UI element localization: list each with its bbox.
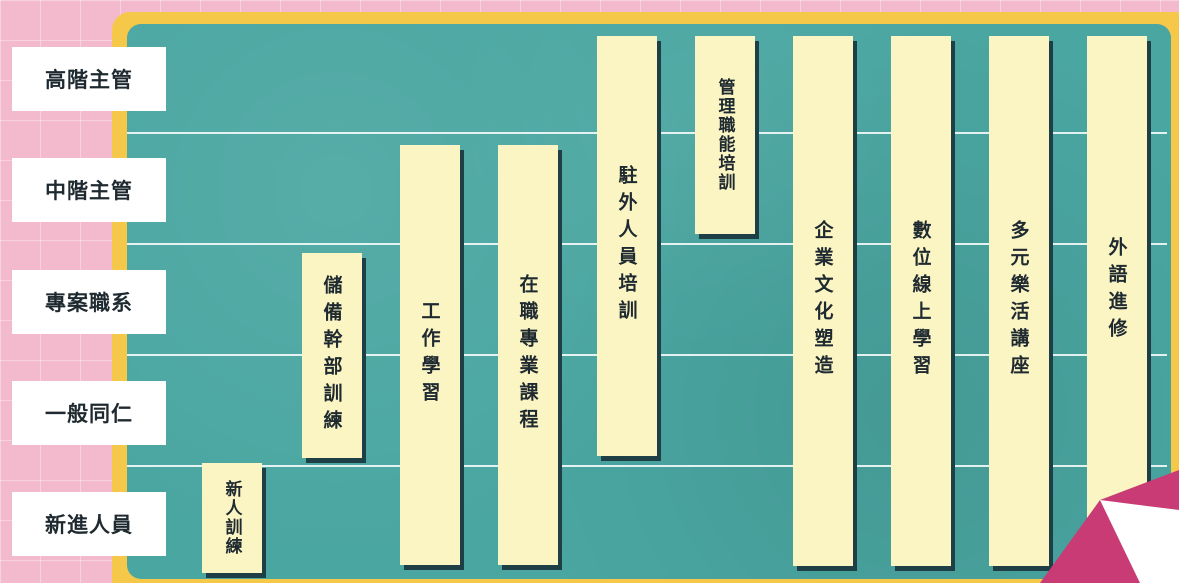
program-label: 數位線上學習 bbox=[909, 220, 932, 382]
program-on-job-professional-course: 在職專業課程 bbox=[498, 145, 558, 565]
row-divider bbox=[127, 465, 1167, 467]
program-diverse-wellness-lectures: 多元樂活講座 bbox=[989, 36, 1049, 566]
program-label: 企業文化塑造 bbox=[811, 220, 834, 382]
program-label: 多元樂活講座 bbox=[1007, 220, 1030, 382]
program-foreign-language-study: 外語進修 bbox=[1087, 36, 1147, 546]
program-reserve-cadre-training: 儲備幹部訓練 bbox=[302, 253, 362, 458]
program-expatriate-training: 駐外人員培訓 bbox=[597, 36, 657, 456]
row-label-senior-manager: 高階主管 bbox=[12, 47, 166, 111]
row-label-new-employee: 新進人員 bbox=[12, 492, 166, 556]
program-work-study: 工作學習 bbox=[400, 145, 460, 565]
program-label: 在職專業課程 bbox=[516, 274, 539, 436]
program-new-employee-training: 新人訓練 bbox=[202, 463, 262, 573]
program-digital-online-learning: 數位線上學習 bbox=[891, 36, 951, 566]
program-label: 儲備幹部訓練 bbox=[320, 274, 343, 437]
program-management-competency-training: 管理職能培訓 bbox=[695, 36, 755, 234]
program-label: 駐外人員培訓 bbox=[615, 165, 638, 327]
program-label: 管理職能培訓 bbox=[714, 78, 735, 192]
row-label-middle-manager: 中階主管 bbox=[12, 158, 166, 222]
program-corporate-culture: 企業文化塑造 bbox=[793, 36, 853, 566]
row-label-project-staff: 專案職系 bbox=[12, 270, 166, 334]
row-label-general-staff: 一般同仁 bbox=[12, 381, 166, 445]
program-label: 外語進修 bbox=[1105, 237, 1128, 345]
page-curl-front bbox=[1100, 500, 1179, 583]
program-label: 新人訓練 bbox=[221, 480, 242, 556]
program-label: 工作學習 bbox=[418, 301, 441, 409]
